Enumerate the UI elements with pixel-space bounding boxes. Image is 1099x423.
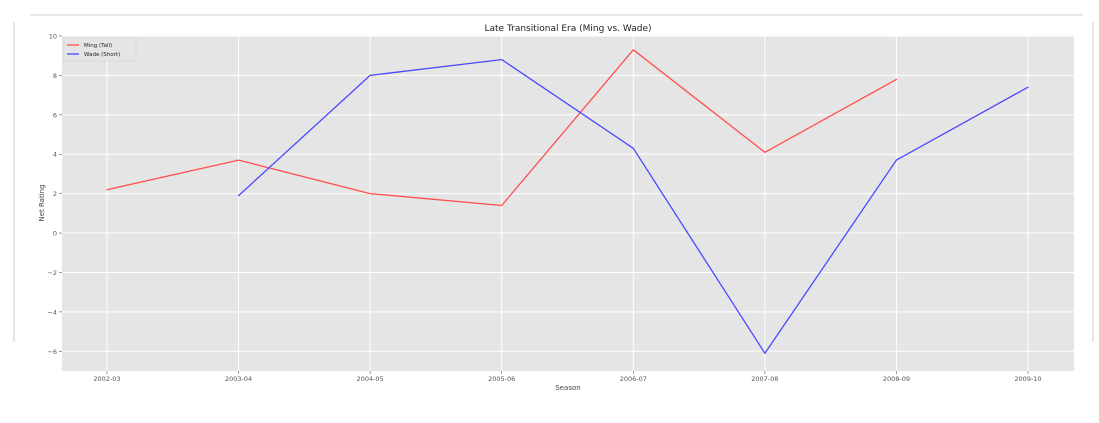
x-tick-label: 2003-04 xyxy=(225,375,252,383)
y-tick-label: 2 xyxy=(53,190,57,198)
x-tick-label: 2009-10 xyxy=(1014,375,1041,383)
y-tick-label: 0 xyxy=(53,230,57,238)
x-tick-labels: 2002-03 2003-04 2004-05 2005-06 2006-07 2007-… xyxy=(93,371,1042,383)
x-tick-label: 2004-05 xyxy=(357,375,384,383)
y-tick-label: 4 xyxy=(53,151,57,159)
legend-label-1: Ming (Tall) xyxy=(84,43,112,49)
series-line-1 xyxy=(106,49,898,207)
y-tick-label: −2 xyxy=(47,269,57,277)
y-tick-label: 6 xyxy=(53,111,57,119)
y-tick-label: −4 xyxy=(47,308,57,316)
series-line-2 xyxy=(237,58,1029,354)
legend: Ming (Tall) Wade (Short) xyxy=(63,37,137,62)
legend-box xyxy=(63,37,137,62)
x-tick-label: 2007-08 xyxy=(751,375,778,383)
legend-label-2: Wade (Short) xyxy=(84,52,120,58)
x-tick-label: 2006-07 xyxy=(620,375,647,383)
x-tick-label: 2008-09 xyxy=(883,375,910,383)
series-lines xyxy=(106,49,1029,354)
y-tick-label: −6 xyxy=(47,348,57,356)
chart-title: Late Transitional Era (Ming vs. Wade) xyxy=(484,24,651,34)
y-tick-label: 10 xyxy=(49,33,57,41)
x-axis-label: Season xyxy=(555,384,580,392)
plot-area xyxy=(62,36,1074,371)
grid-lines xyxy=(62,35,1074,371)
x-tick-label: 2002-03 xyxy=(93,375,120,383)
y-tick-labels: 10 8 6 4 2 0 −2 −4 −6 xyxy=(47,33,62,356)
y-axis-label: Net Rating xyxy=(38,184,46,221)
x-tick-label: 2005-06 xyxy=(488,375,515,383)
y-tick-label: 8 xyxy=(53,72,57,80)
